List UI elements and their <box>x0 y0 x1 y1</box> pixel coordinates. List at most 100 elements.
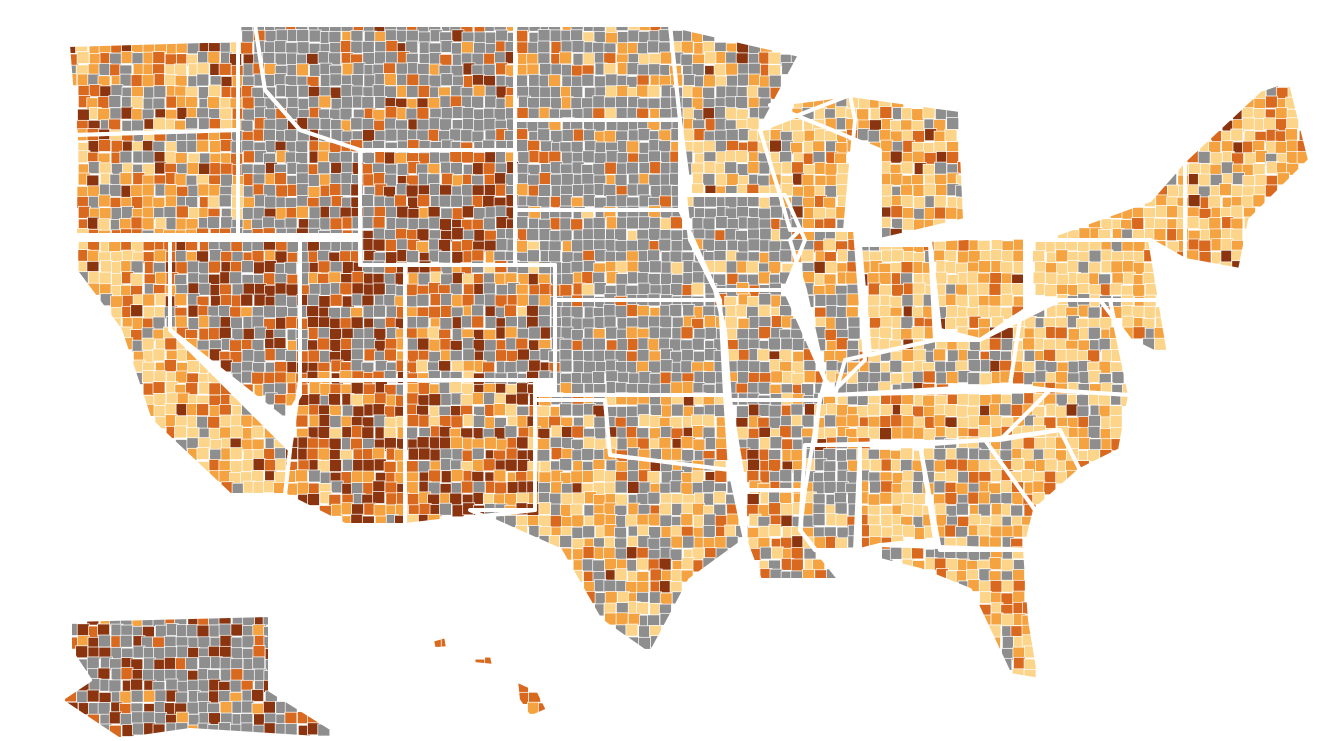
county <box>692 502 705 516</box>
county <box>416 359 429 373</box>
county <box>274 282 288 296</box>
county <box>603 546 616 560</box>
county <box>384 128 398 142</box>
county <box>197 679 211 693</box>
county <box>439 54 453 67</box>
county <box>537 315 551 329</box>
county <box>242 108 256 122</box>
county <box>637 238 650 252</box>
county <box>768 491 782 505</box>
county <box>155 624 168 638</box>
county <box>405 426 418 440</box>
county <box>768 404 782 418</box>
county <box>626 216 639 230</box>
county <box>330 480 344 494</box>
county <box>471 315 485 329</box>
county <box>328 52 341 66</box>
county <box>627 481 640 494</box>
county <box>240 293 254 307</box>
county <box>791 161 805 175</box>
county <box>241 30 255 44</box>
county <box>88 84 102 97</box>
county <box>438 251 451 264</box>
county <box>582 525 596 539</box>
county <box>218 62 232 76</box>
county <box>702 480 716 493</box>
county <box>164 359 177 372</box>
county <box>625 514 638 528</box>
county <box>76 623 90 637</box>
county <box>1001 613 1014 627</box>
county <box>461 150 474 164</box>
county <box>636 601 649 615</box>
county <box>416 293 430 307</box>
county <box>350 348 364 362</box>
county <box>1023 658 1037 672</box>
county <box>394 152 408 165</box>
county <box>515 359 529 373</box>
county <box>681 348 695 362</box>
county <box>944 492 958 505</box>
county <box>581 337 595 351</box>
county <box>329 206 342 219</box>
county <box>1000 492 1014 506</box>
county <box>1012 579 1026 593</box>
county <box>603 470 617 483</box>
county <box>208 427 222 441</box>
county <box>768 51 782 65</box>
county <box>559 217 573 231</box>
county <box>131 119 144 133</box>
county <box>571 239 584 253</box>
county <box>242 327 256 341</box>
county <box>1034 437 1047 450</box>
county <box>627 612 641 626</box>
county <box>473 42 486 55</box>
county <box>251 470 264 483</box>
county <box>1011 392 1024 406</box>
county <box>847 326 861 340</box>
county <box>692 271 705 285</box>
county <box>636 272 650 285</box>
county <box>1010 403 1024 417</box>
county <box>263 305 276 319</box>
county <box>979 591 993 604</box>
county <box>341 404 355 418</box>
county <box>856 108 870 122</box>
county <box>669 548 683 562</box>
county <box>495 238 509 251</box>
county <box>340 172 354 186</box>
county <box>472 74 485 87</box>
county <box>603 502 617 516</box>
county <box>583 129 596 143</box>
county <box>724 316 738 330</box>
county <box>923 183 937 197</box>
county <box>614 480 628 494</box>
county <box>394 194 407 208</box>
county <box>834 317 848 330</box>
county <box>406 414 420 427</box>
county <box>715 448 729 461</box>
county <box>627 470 640 484</box>
county <box>307 316 320 329</box>
county <box>1032 271 1046 285</box>
county <box>372 216 386 229</box>
county <box>153 405 167 418</box>
county <box>218 194 232 208</box>
county <box>900 316 914 330</box>
county <box>472 481 486 494</box>
county <box>1197 173 1211 187</box>
county <box>187 317 201 331</box>
county <box>1230 205 1244 219</box>
county <box>890 414 904 428</box>
county <box>747 458 760 472</box>
county <box>571 403 585 417</box>
county <box>988 557 1002 570</box>
county <box>406 460 419 474</box>
county <box>955 447 969 461</box>
county <box>100 260 113 273</box>
county <box>174 152 188 166</box>
county <box>494 205 508 219</box>
county <box>505 447 519 461</box>
county <box>152 381 166 395</box>
county <box>1056 262 1069 276</box>
